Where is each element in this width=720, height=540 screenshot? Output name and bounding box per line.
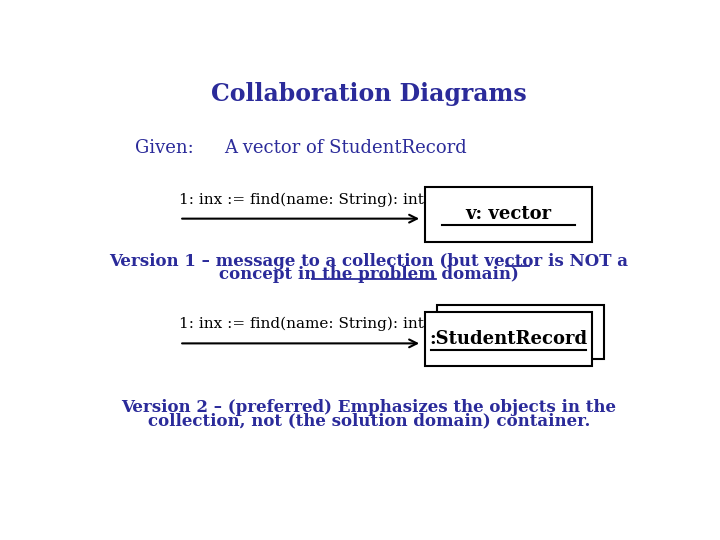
Text: A vector of StudentRecord: A vector of StudentRecord (224, 139, 467, 157)
Text: 1: inx := find(name: String): integer: 1: inx := find(name: String): integer (179, 316, 459, 330)
Text: collection, not (the solution domain) container.: collection, not (the solution domain) co… (148, 413, 590, 430)
Text: Version 1 – message to a collection (but vector is NOT a: Version 1 – message to a collection (but… (109, 253, 629, 269)
Bar (425, 187, 592, 241)
Text: Version 2 – (preferred) Emphasizes the objects in the: Version 2 – (preferred) Emphasizes the o… (122, 400, 616, 416)
Text: Given:: Given: (135, 139, 194, 157)
Text: Collaboration Diagrams: Collaboration Diagrams (211, 82, 527, 106)
Text: v: vector: v: vector (465, 206, 552, 224)
Bar (425, 312, 592, 366)
Text: 1: inx := find(name: String): integer: 1: inx := find(name: String): integer (179, 193, 459, 207)
Text: :StudentRecord: :StudentRecord (429, 330, 588, 348)
Bar (437, 305, 605, 359)
Text: concept in the problem domain): concept in the problem domain) (219, 266, 519, 284)
